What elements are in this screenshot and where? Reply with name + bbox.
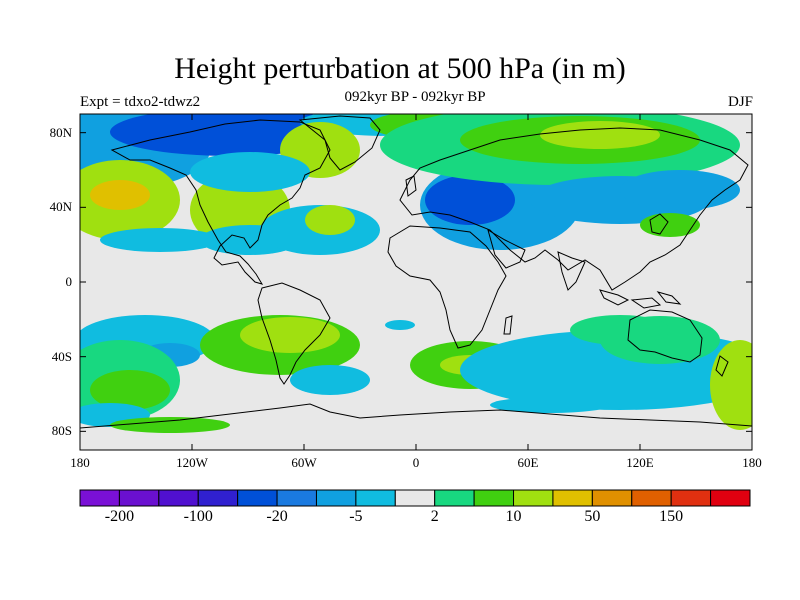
- japan-coast: [649, 213, 669, 235]
- perturbation-region: [620, 170, 740, 210]
- africa-coast: [387, 225, 507, 349]
- colorbar-swatch: [710, 489, 751, 507]
- map-subtitle: 092kyr BP - 092kyr BP: [344, 89, 486, 105]
- map-title: Height perturbation at 500 hPa (in m): [174, 52, 626, 85]
- greenland-coast: [298, 115, 381, 171]
- colorbar-swatch: [197, 489, 239, 507]
- lat-tick-label: 0: [65, 274, 73, 289]
- colorbar-label: -100: [183, 508, 213, 525]
- colorbar: [79, 489, 751, 507]
- madagascar-coast: [503, 315, 513, 335]
- colorbar-swatch: [118, 489, 160, 507]
- perturbation-region: [640, 213, 700, 237]
- perturbation-region: [305, 205, 355, 235]
- indonesia-islands: [599, 289, 682, 309]
- colorbar-swatch: [670, 489, 712, 507]
- colorbar-label: -200: [104, 508, 135, 525]
- lon-tick-label: 180: [742, 455, 762, 470]
- antarctica-coast: [80, 403, 752, 429]
- perturbation-region: [240, 317, 340, 353]
- perturbation-region: [540, 121, 660, 149]
- lat-tick-label: 80N: [49, 124, 72, 140]
- colorbar-label: 10: [505, 508, 522, 525]
- perturbation-region: [710, 340, 752, 430]
- perturbation-region: [570, 315, 670, 345]
- lat-tick-label: 40S: [51, 348, 72, 364]
- colorbar-label: 50: [584, 508, 601, 525]
- colorbar-label: 150: [659, 508, 684, 525]
- lat-tick-label: 80S: [51, 423, 72, 439]
- perturbation-region: [90, 180, 150, 210]
- perturbation-region: [425, 175, 515, 225]
- uk-coast: [405, 175, 417, 197]
- north-america-coast: [110, 119, 331, 285]
- perturbation-region: [190, 152, 310, 192]
- lon-tick-label: 60W: [291, 455, 317, 470]
- colorbar-swatch: [591, 489, 633, 507]
- axis-ticks: [79, 114, 753, 450]
- colorbar-swatch: [79, 489, 120, 507]
- colorbar-swatch: [237, 489, 278, 507]
- colorbar-swatch: [158, 489, 199, 507]
- arabia-coast: [487, 228, 526, 269]
- perturbation-region: [490, 397, 610, 413]
- colorbar-swatch: [434, 489, 475, 507]
- india-coast: [557, 251, 586, 291]
- perturbation-region: [385, 320, 415, 330]
- lon-tick-label: 120E: [626, 455, 654, 470]
- lon-tick-label: 0: [412, 455, 420, 470]
- lon-tick-label: 180: [70, 455, 90, 470]
- new-zealand-coast: [715, 355, 729, 377]
- colorbar-label: -20: [266, 508, 288, 525]
- perturbation-fields: [80, 114, 752, 433]
- eurasia-coast: [399, 127, 749, 291]
- perturbation-region: [100, 228, 220, 252]
- lon-tick-label: 60E: [517, 455, 539, 470]
- colorbar-swatch: [315, 489, 357, 507]
- colorbar-swatch: [552, 489, 593, 507]
- perturbation-region: [110, 417, 230, 433]
- lon-tick-label: 120W: [176, 455, 208, 470]
- colorbar-label: 2: [430, 508, 439, 525]
- season-label: DJF: [727, 94, 753, 110]
- colorbar-swatch: [631, 489, 672, 507]
- colorbar-swatch: [355, 489, 396, 507]
- perturbation-region: [90, 370, 170, 410]
- colorbar-swatch: [513, 489, 554, 507]
- colorbar-label: -5: [349, 508, 363, 525]
- experiment-label: Expt = tdxo2-tdwz2: [80, 94, 201, 110]
- colorbar-swatch: [473, 489, 515, 507]
- lat-tick-label: 40N: [49, 199, 72, 215]
- australia-coast: [627, 309, 703, 363]
- colorbar-swatch: [394, 489, 436, 507]
- coastlines: [80, 115, 752, 429]
- perturbation-region: [290, 365, 370, 395]
- colorbar-swatch: [276, 489, 317, 507]
- south-america-coast: [257, 282, 331, 385]
